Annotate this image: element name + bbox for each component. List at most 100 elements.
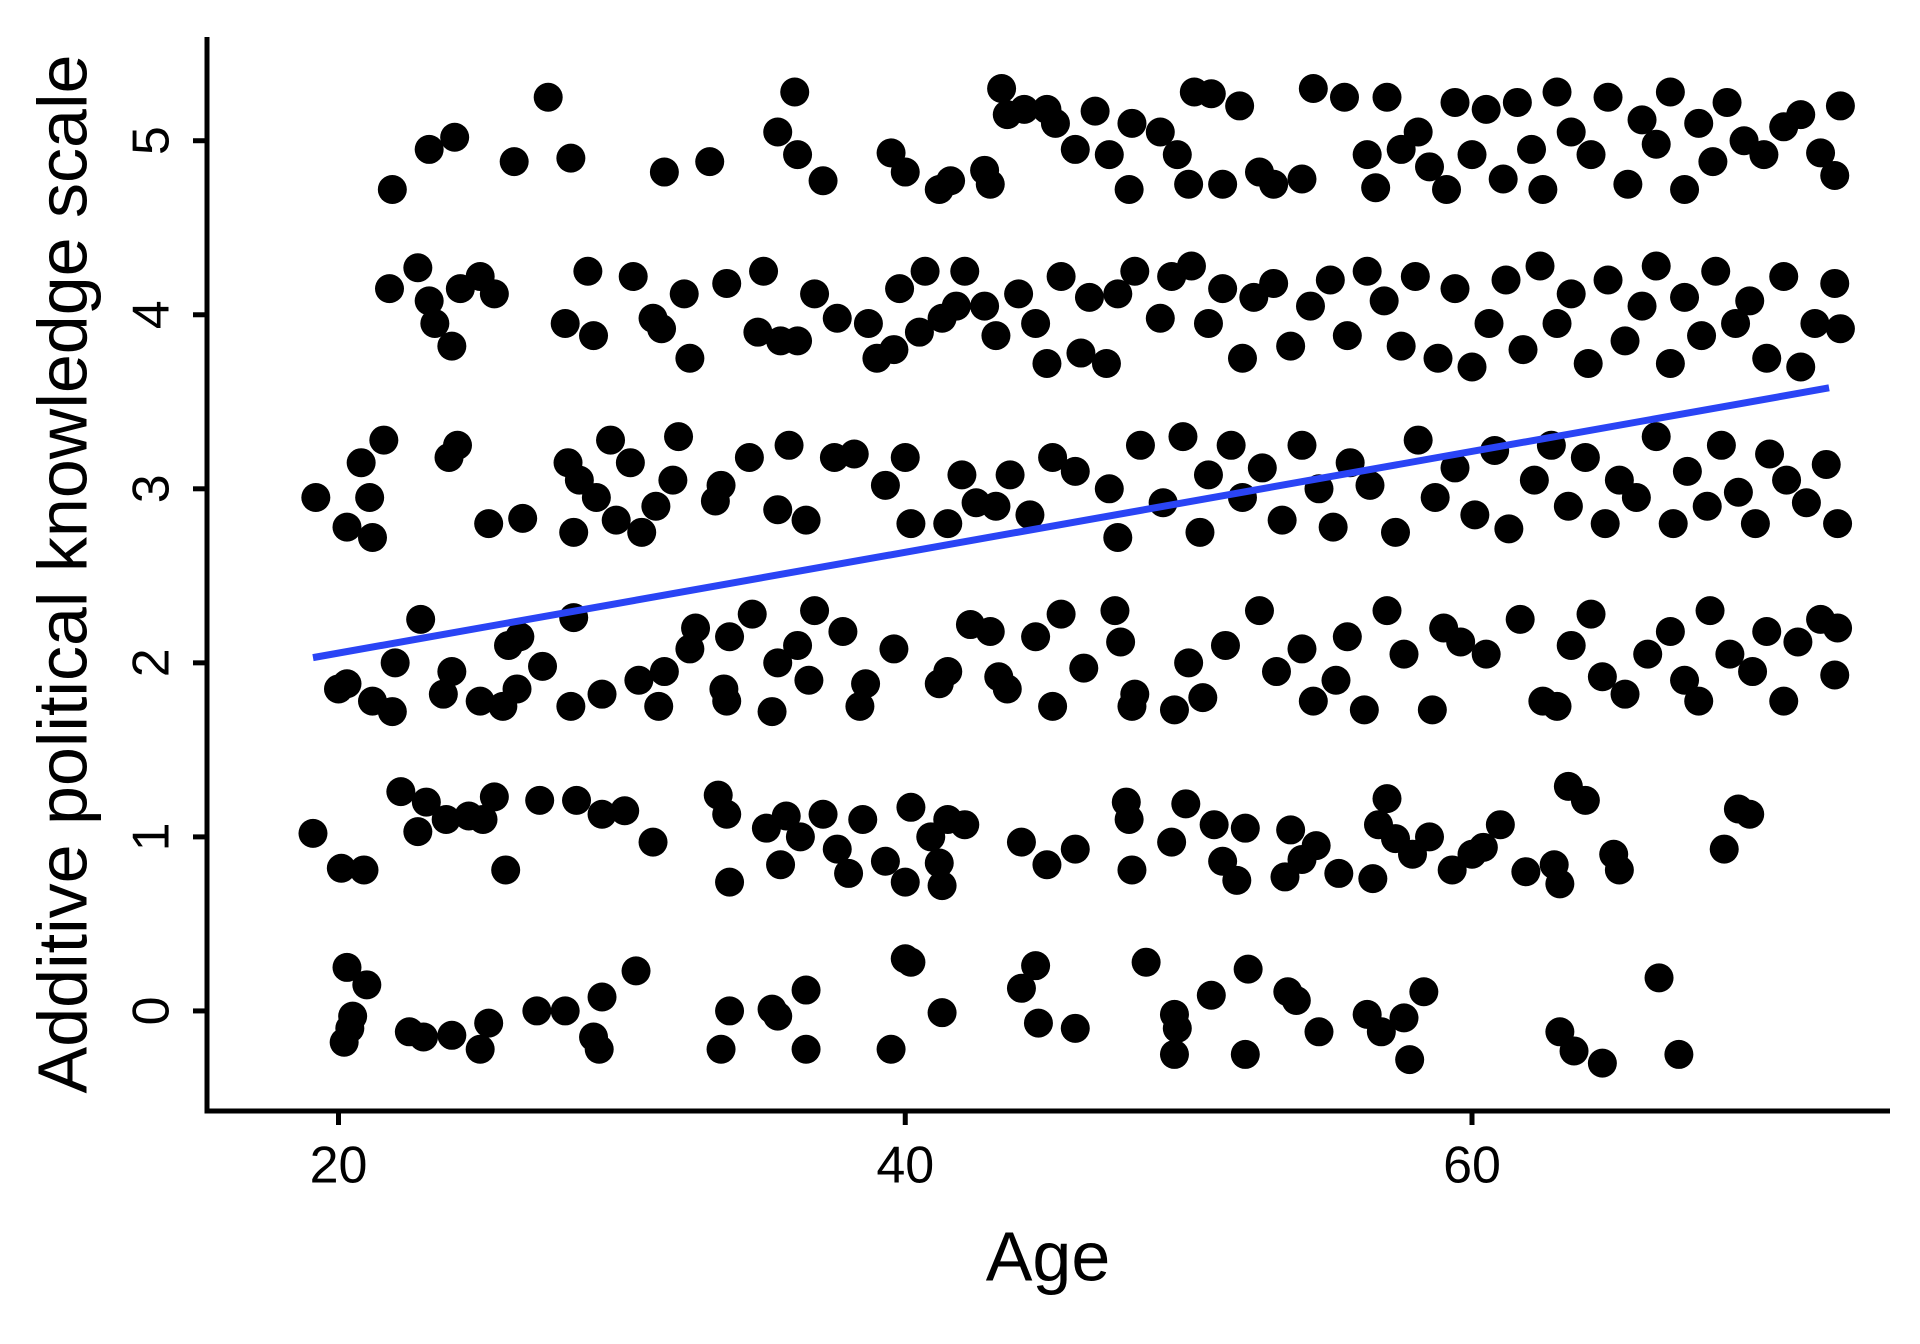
point [1556, 117, 1586, 147]
point [1735, 799, 1765, 829]
point [1712, 87, 1742, 117]
point [706, 1034, 736, 1064]
point [1525, 251, 1555, 281]
point [1749, 140, 1779, 170]
point [1468, 832, 1498, 862]
point [848, 804, 878, 834]
point [808, 166, 838, 196]
point [695, 147, 725, 177]
point [624, 665, 654, 695]
point [1610, 326, 1640, 356]
point [763, 648, 793, 678]
point [1811, 449, 1841, 479]
point [1542, 77, 1572, 107]
point [298, 818, 328, 848]
point [1655, 617, 1685, 647]
point [1259, 169, 1289, 199]
point [885, 274, 915, 304]
point [1709, 834, 1739, 864]
y-tick-label: 4 [123, 300, 181, 329]
point [1046, 261, 1076, 291]
point [828, 617, 858, 647]
point [712, 268, 742, 298]
point [800, 279, 830, 309]
point [1117, 691, 1147, 721]
point [1641, 129, 1671, 159]
point [1094, 140, 1124, 170]
point [1820, 660, 1850, 690]
point [1432, 174, 1462, 204]
point [1672, 456, 1702, 486]
point [1772, 465, 1802, 495]
point [443, 430, 473, 460]
point [1389, 1003, 1419, 1033]
point [896, 509, 926, 539]
point [1706, 430, 1736, 460]
point [437, 657, 467, 687]
point [870, 846, 900, 876]
point [550, 996, 580, 1026]
point [1508, 335, 1538, 365]
point [1074, 282, 1104, 312]
point [1715, 639, 1745, 669]
point [1038, 442, 1068, 472]
point [1485, 810, 1515, 840]
point [1168, 422, 1198, 452]
point [1208, 169, 1238, 199]
point [763, 117, 793, 147]
point [556, 691, 586, 721]
point [1573, 348, 1603, 378]
point [369, 425, 399, 455]
point [562, 785, 592, 815]
point [658, 465, 688, 495]
point [525, 785, 555, 815]
point [1060, 134, 1090, 164]
point [1355, 470, 1385, 500]
point [1159, 695, 1189, 725]
point [587, 679, 617, 709]
point [791, 505, 821, 535]
point [1409, 977, 1439, 1007]
point [1304, 1017, 1334, 1047]
point [1038, 691, 1068, 721]
point [1655, 77, 1685, 107]
point [1247, 453, 1277, 483]
point [1281, 985, 1311, 1015]
point [1287, 430, 1317, 460]
point [346, 448, 376, 478]
point [1570, 785, 1600, 815]
point [763, 1001, 793, 1031]
point [1174, 169, 1204, 199]
point [533, 82, 563, 112]
point [1131, 947, 1161, 977]
point [1358, 864, 1388, 894]
point [1823, 613, 1853, 643]
point [1145, 303, 1175, 333]
point [896, 947, 926, 977]
point [573, 256, 603, 286]
point [1820, 268, 1850, 298]
point [1752, 343, 1782, 373]
point [706, 470, 736, 500]
point [822, 303, 852, 333]
point [479, 279, 509, 309]
point [785, 822, 815, 852]
point [1403, 425, 1433, 455]
point [1103, 523, 1133, 553]
point [1457, 352, 1487, 382]
point [1324, 858, 1354, 888]
point [734, 442, 764, 472]
point [992, 674, 1022, 704]
point [839, 439, 869, 469]
y-tick-label: 5 [123, 126, 181, 155]
point [641, 491, 671, 521]
point [766, 850, 796, 880]
y-axis-title: Additive political knowledge scale [23, 55, 101, 1094]
point [890, 867, 920, 897]
point [791, 975, 821, 1005]
point [332, 669, 362, 699]
point [1287, 164, 1317, 194]
point [1457, 140, 1487, 170]
point [1352, 256, 1382, 286]
point [1519, 465, 1549, 495]
